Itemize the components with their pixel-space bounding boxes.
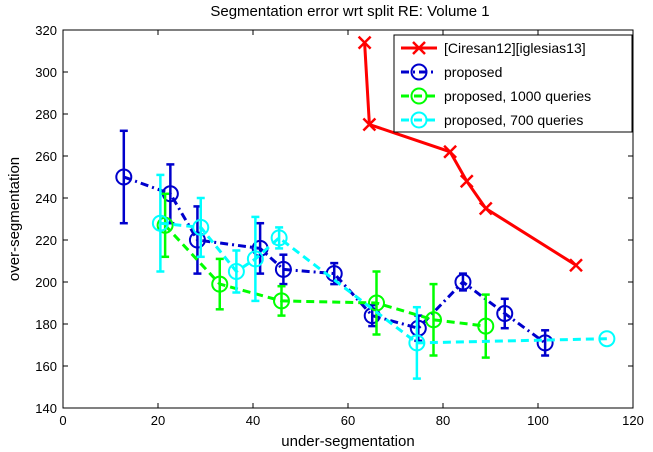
data-point [459, 174, 474, 189]
data-point [598, 330, 616, 348]
x-tick-label: 120 [622, 413, 644, 428]
error-bar [481, 293, 490, 359]
data-point [273, 292, 290, 310]
series-0 [357, 35, 583, 273]
error-bar [500, 297, 509, 330]
data-point [425, 311, 442, 329]
data-point [408, 334, 426, 352]
y-axis-label: over-segmentation [6, 157, 23, 281]
data-point [569, 258, 583, 273]
data-point [192, 218, 210, 236]
error-bar [196, 196, 205, 259]
legend-item: proposed [401, 63, 502, 81]
legend-marker [410, 111, 428, 129]
axis-ticks: 0 20 40 60 80 100 120 140 160 180 200 220 240 260 280 3… [35, 23, 644, 428]
x-tick-label: 0 [59, 413, 66, 428]
y-tick-label: 300 [35, 65, 57, 80]
x-tick-label: 100 [527, 413, 549, 428]
legend-box [393, 34, 633, 133]
series-3 [151, 173, 616, 380]
error-bar [161, 192, 170, 259]
legend-label: proposed, 1000 queries [444, 88, 591, 104]
legend-marker [412, 41, 426, 55]
legend-marker [410, 63, 428, 81]
x-tick-label: 20 [151, 413, 165, 428]
data-point [274, 260, 292, 278]
y-tick-label: 200 [35, 275, 57, 290]
x-tick-label: 60 [341, 413, 355, 428]
data-point [454, 273, 472, 291]
legend-item: proposed, 1000 queries [401, 87, 591, 105]
error-bar [372, 270, 381, 336]
data-point [477, 317, 495, 335]
data-point [362, 117, 377, 132]
y-tick-label: 220 [35, 233, 57, 248]
chart-title: Segmentation error wrt split RE: Volume … [210, 3, 489, 20]
error-bar [277, 284, 286, 317]
error-bar [215, 257, 224, 311]
legend-label: proposed [444, 64, 502, 80]
error-bar [412, 305, 421, 380]
data-point [115, 168, 133, 186]
y-tick-label: 320 [35, 23, 57, 38]
legend-item: [Ciresan12][iglesias13] [401, 40, 586, 56]
y-tick-label: 280 [35, 107, 57, 122]
legend-item: proposed, 700 queries [401, 111, 583, 129]
data-point [536, 334, 554, 352]
data-point [478, 201, 493, 216]
series-layer [115, 35, 616, 380]
data-point [496, 305, 514, 322]
series-2 [156, 192, 495, 359]
series-line [123, 175, 546, 345]
data-point [151, 214, 169, 232]
series-line [164, 224, 486, 328]
legend: [Ciresan12][iglesias13] proposed proposed,… [393, 34, 633, 133]
x-tick-label: 80 [436, 413, 450, 428]
legend-marker [410, 87, 428, 105]
data-point [227, 263, 245, 280]
y-tick-label: 240 [35, 191, 57, 206]
x-axis-label: under-segmentation [281, 433, 414, 450]
legend-label: proposed, 700 queries [444, 112, 583, 128]
data-point [246, 250, 264, 268]
error-bar [232, 249, 241, 294]
error-bar [119, 129, 128, 225]
error-bar [156, 173, 165, 273]
series-1 [115, 129, 554, 357]
x-tick-label: 40 [246, 413, 260, 428]
data-point [188, 231, 206, 249]
y-tick-label: 140 [35, 401, 57, 416]
data-point [357, 35, 372, 50]
error-bar [251, 215, 260, 303]
data-point [443, 144, 458, 159]
y-tick-label: 180 [35, 317, 57, 332]
error-bar [279, 253, 288, 286]
data-point [211, 275, 229, 293]
series-line [363, 42, 577, 267]
y-tick-label: 260 [35, 149, 57, 164]
legend-label: [Ciresan12][iglesias13] [444, 40, 586, 56]
y-tick-label: 160 [35, 359, 57, 374]
data-point [270, 229, 288, 247]
